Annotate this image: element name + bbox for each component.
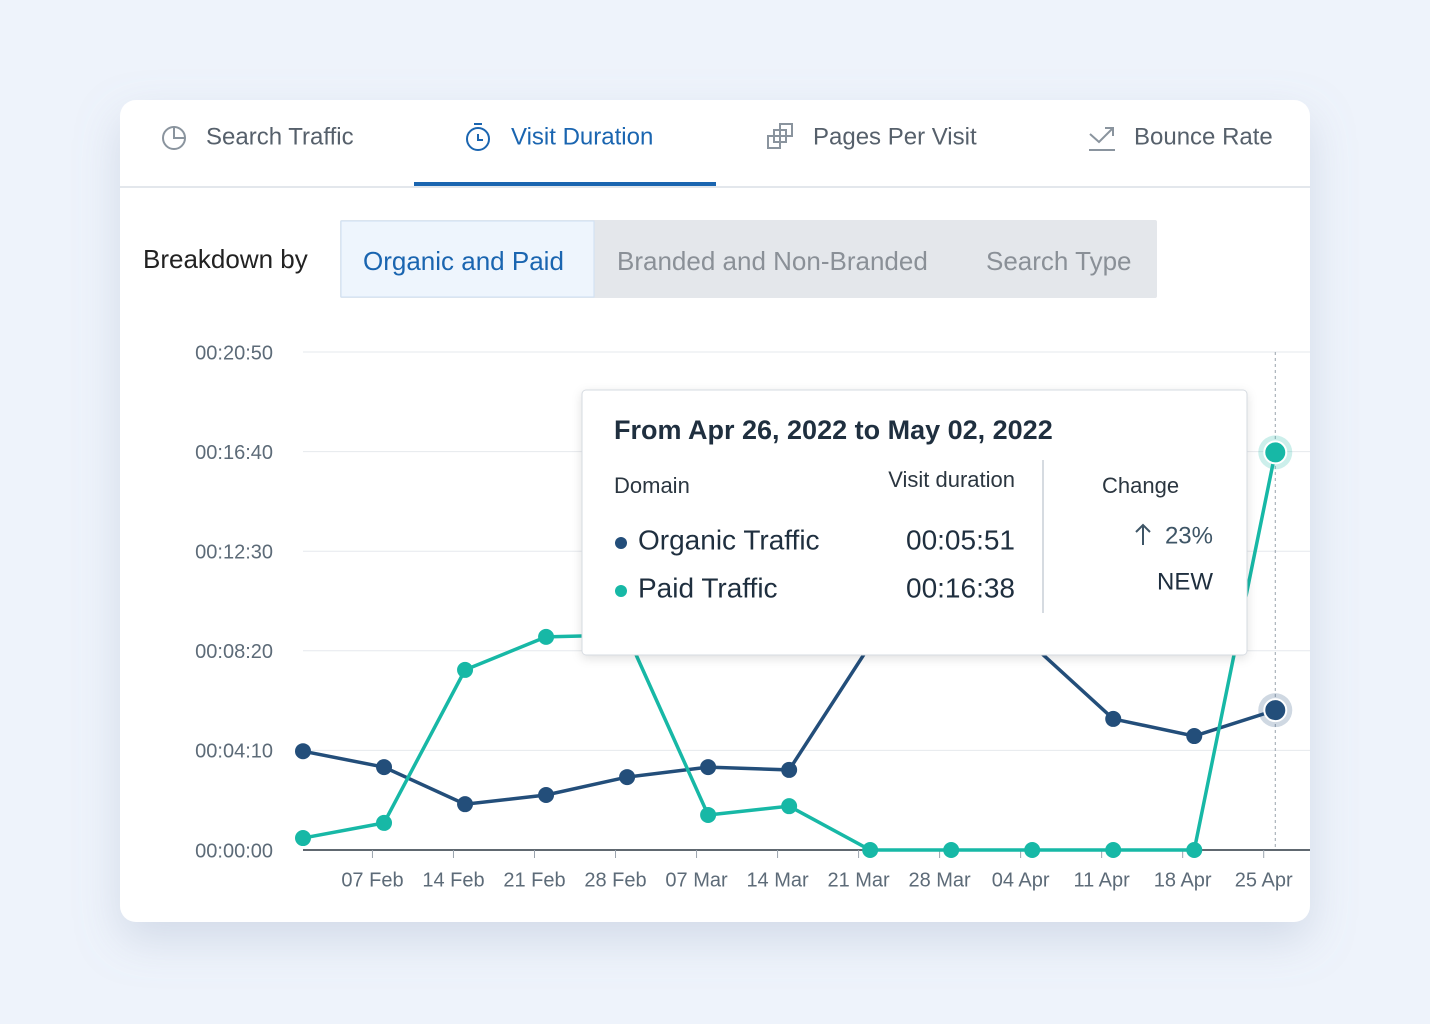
x-tick-label: 14 Mar <box>746 869 809 891</box>
tooltip-column: Domain <box>614 473 690 498</box>
segment-selected <box>340 220 595 298</box>
y-tick-label: 00:04:10 <box>195 741 273 763</box>
tooltip-duration: 00:05:51 <box>906 524 1015 555</box>
x-tick-label: 04 Apr <box>992 869 1050 891</box>
change-arrow <box>1135 523 1151 545</box>
point[interactable] <box>781 761 798 778</box>
x-tick-label: 14 Feb <box>422 869 484 891</box>
point[interactable] <box>376 759 393 776</box>
tab-icon <box>173 127 185 139</box>
tab-label[interactable]: Bounce Rate <box>1134 123 1273 150</box>
point[interactable] <box>538 628 555 645</box>
point[interactable] <box>457 661 474 678</box>
tooltip-duration: 00:16:38 <box>906 572 1015 603</box>
point[interactable] <box>1024 842 1041 858</box>
point[interactable] <box>1105 842 1122 858</box>
x-tick-label: 18 Apr <box>1154 869 1212 891</box>
point[interactable] <box>943 842 960 858</box>
point[interactable] <box>457 796 474 813</box>
tooltip-title: From Apr 26, 2022 to May 02, 2022 <box>614 415 1053 445</box>
tooltip-column: Visit duration <box>888 467 1015 492</box>
tooltip-change: NEW <box>1157 568 1213 595</box>
point[interactable] <box>295 830 311 847</box>
tab-icon <box>1089 127 1115 151</box>
y-tick-label: 00:12:30 <box>195 541 273 563</box>
y-tick-label: 00:08:20 <box>195 641 273 663</box>
point[interactable] <box>619 769 636 786</box>
y-tick-label: 00:00:00 <box>195 840 273 862</box>
tooltip-column: Change <box>1102 473 1179 498</box>
point[interactable] <box>538 787 555 804</box>
x-tick-label: 21 Mar <box>827 869 890 891</box>
tab-icon <box>466 127 490 151</box>
tooltip-domain: Paid Traffic <box>638 572 778 603</box>
segment-label[interactable]: Organic and Paid <box>363 246 564 276</box>
tab-icon <box>474 123 483 141</box>
point[interactable] <box>781 798 798 815</box>
tooltip-change: 23% <box>1165 522 1213 549</box>
x-tick-label: 28 Feb <box>584 869 646 891</box>
x-tick-label: 11 Apr <box>1073 869 1130 891</box>
x-tick-label: 25 Apr <box>1235 869 1293 891</box>
point[interactable] <box>1186 842 1203 858</box>
tab-underline <box>414 182 716 186</box>
point[interactable] <box>700 759 717 776</box>
legend-dot <box>615 537 627 549</box>
tab-label[interactable]: Pages Per Visit <box>813 123 977 150</box>
point[interactable] <box>700 806 717 823</box>
point[interactable] <box>376 814 393 831</box>
y-tick-label: 00:20:50 <box>195 342 273 364</box>
point[interactable] <box>1186 728 1203 745</box>
breakdown-label: Breakdown by <box>143 244 308 274</box>
point[interactable] <box>862 842 879 858</box>
tab-label[interactable]: Visit Duration <box>511 123 653 150</box>
tab-icon <box>779 123 793 137</box>
tab-label[interactable]: Search Traffic <box>206 123 354 150</box>
x-tick-label: 07 Feb <box>341 869 403 891</box>
x-tick-label: 28 Mar <box>908 869 971 891</box>
segment-label[interactable]: Search Type <box>986 246 1132 276</box>
x-tick-label: 07 Mar <box>665 869 728 891</box>
x-tick-label: 21 Feb <box>503 869 565 891</box>
y-tick-label: 00:16:40 <box>195 442 273 464</box>
point[interactable] <box>295 743 311 760</box>
legend-dot <box>615 585 627 597</box>
tooltip-domain: Organic Traffic <box>638 524 820 555</box>
point[interactable] <box>1263 698 1288 723</box>
point[interactable] <box>1105 710 1122 727</box>
tooltip <box>581 389 1248 656</box>
point[interactable] <box>1263 440 1288 465</box>
segment-label[interactable]: Branded and Non-Branded <box>617 246 928 276</box>
